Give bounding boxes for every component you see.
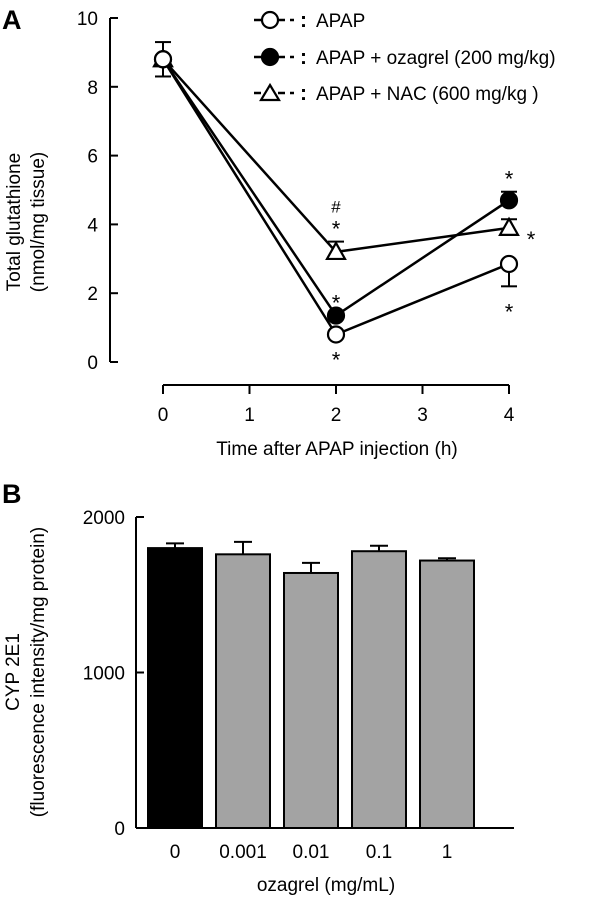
b-bars — [147, 540, 475, 830]
b-y-ticks: 0 1000 2000 — [83, 508, 144, 840]
a-point-filled-circle — [499, 191, 519, 210]
b-x-axis-label: ozagrel (mg/mL) — [257, 875, 395, 896]
a-y-tick-label: 2 — [87, 284, 98, 305]
b-x-tick-label: 1 — [442, 842, 453, 863]
a-x-tick-label: 4 — [504, 405, 515, 426]
b-y-axis-label-1: CYP 2E1 — [3, 633, 24, 711]
panel-b: 0 1000 2000 0 0.001 0.01 0.1 1 CYP 2E1 (fluore… — [3, 508, 514, 896]
legend-label-nac: APAP + NAC (600 mg/kg ) — [316, 84, 539, 105]
a-series — [152, 41, 520, 344]
a-point-open-circle — [326, 325, 346, 344]
a-x-axis-label: Time after APAP injection (h) — [216, 439, 457, 460]
a-y-tick-label: 4 — [87, 215, 98, 236]
legend-open-triangle-marker — [259, 82, 281, 102]
a-significance-hash: # — [331, 198, 341, 217]
b-y-axis-label-2: (fluorescence intensity/mg protein) — [28, 527, 49, 817]
a-y-tick-label: 0 — [87, 353, 98, 374]
a-point-open-triangle — [325, 240, 347, 261]
a-x-tick-label: 1 — [244, 405, 255, 426]
legend-item-apap: : APAP — [254, 9, 365, 32]
a-x-ticks: 0 1 2 3 4 — [158, 385, 515, 426]
legend-filled-circle-marker — [260, 47, 280, 67]
b-x-tick-label: 0.01 — [293, 842, 330, 863]
a-point-open-circle — [499, 254, 519, 274]
a-y-axis-label-2: (nmol/mg tissue) — [28, 152, 49, 292]
b-y-tick-label: 0 — [114, 819, 125, 840]
a-x-tick-label: 0 — [158, 405, 169, 426]
legend-sep-3: : — [300, 82, 307, 105]
b-bar — [351, 550, 407, 830]
b-bar — [147, 547, 203, 829]
legend-label-ozagrel: APAP + ozagrel (200 mg/kg) — [316, 48, 556, 69]
b-x-tick-label: 0 — [170, 842, 181, 863]
a-y-tick-label: 6 — [87, 147, 98, 168]
a-x-tick-label: 3 — [417, 405, 428, 426]
b-bar — [215, 553, 271, 829]
panel-a-label: A — [2, 5, 22, 35]
a-point-open-triangle — [498, 216, 520, 236]
b-bar — [283, 571, 339, 829]
a-point-filled-circle — [326, 306, 346, 325]
a-y-tick-label: 8 — [87, 78, 98, 99]
a-annotations: *****#* — [331, 167, 535, 373]
b-y-tick-label: 2000 — [83, 508, 125, 529]
a-significance-star: * — [527, 227, 536, 252]
b-y-tick-label: 1000 — [83, 664, 125, 685]
a-x-tick-label: 2 — [331, 405, 342, 426]
legend-sep-2: : — [300, 46, 307, 69]
a-significance-star: * — [505, 299, 514, 324]
a-y-ticks: 0 2 4 6 8 10 — [77, 9, 118, 374]
b-bar — [419, 559, 475, 829]
a-legend: : APAP : APAP + ozagrel (200 mg/kg) : AP… — [254, 9, 556, 105]
b-x-tick-label: 0.001 — [219, 842, 267, 863]
legend-label-apap: APAP — [316, 11, 365, 32]
legend-sep-1: : — [300, 9, 307, 32]
a-y-axis-label-1: Total glutathione — [4, 153, 25, 291]
a-significance-star: * — [332, 347, 341, 372]
b-x-tick-label: 0.1 — [366, 842, 392, 863]
a-y-tick-label: 10 — [77, 9, 98, 30]
a-significance-star: * — [332, 291, 341, 316]
panel-a: 0 2 4 6 8 10 0 1 2 3 4 Total glutathione (nmol/mg… — [4, 9, 556, 460]
legend-item-nac: : APAP + NAC (600 mg/kg ) — [254, 82, 539, 105]
a-point-open-circle — [153, 50, 173, 69]
a-significance-star: * — [505, 167, 514, 192]
panel-b-label: B — [2, 479, 22, 509]
a-significance-star: * — [332, 217, 341, 242]
legend-item-ozagrel: : APAP + ozagrel (200 mg/kg) — [254, 46, 556, 69]
b-x-ticks: 0 0.001 0.01 0.1 1 — [170, 842, 453, 863]
legend-open-circle-marker — [260, 10, 280, 30]
